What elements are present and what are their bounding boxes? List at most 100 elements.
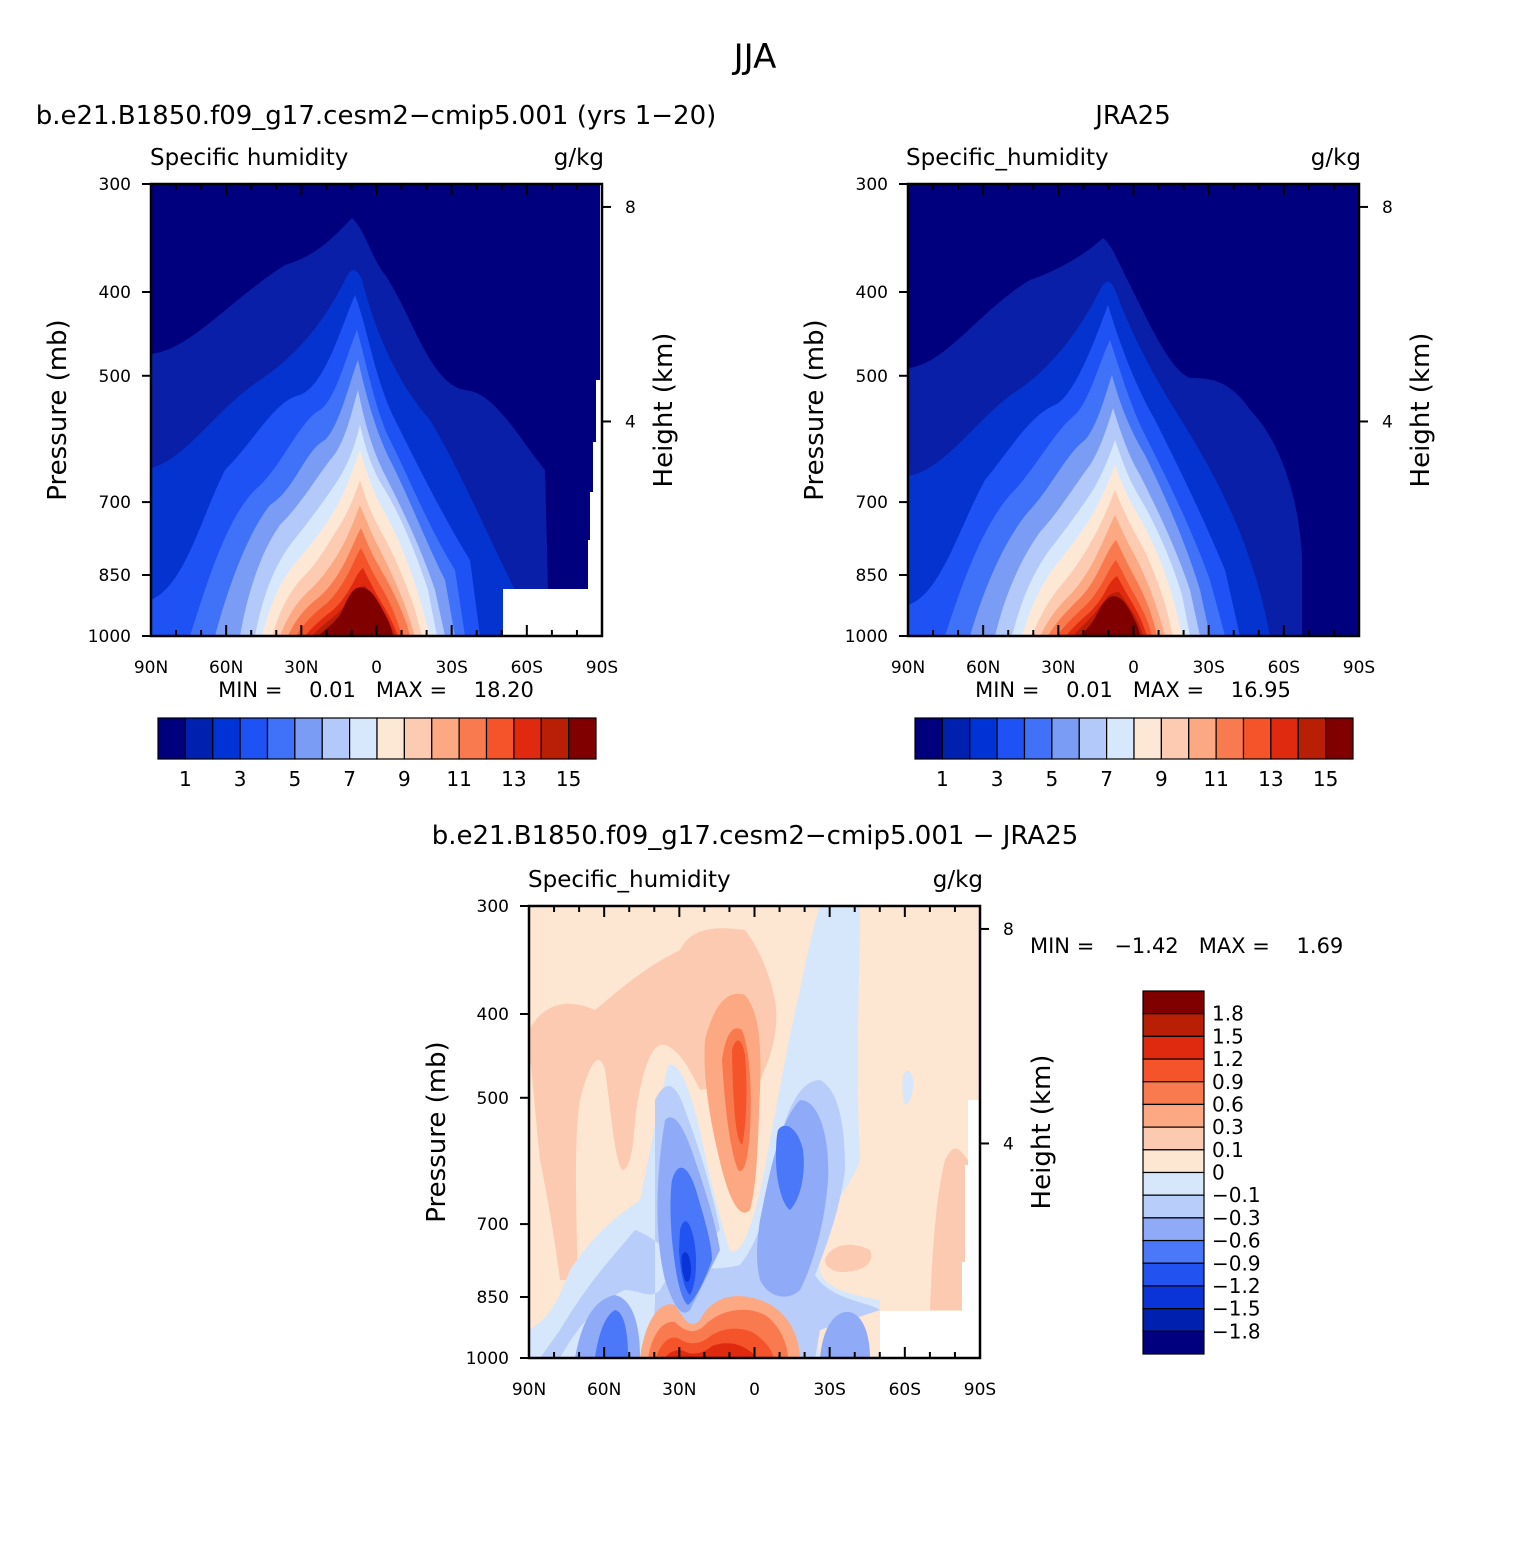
panel-diff-colorbar-label: 1.8	[1212, 1002, 1244, 1026]
panel-diff-x-tick-label: 30N	[662, 1380, 696, 1400]
panel-obs-y-tick-label: 850	[856, 566, 888, 586]
panel-model-colorbar-swatch	[568, 717, 597, 760]
panel-model-case-title: b.e21.B1850.f09_g17.cesm2−cmip5.001 (yrs…	[36, 101, 717, 131]
panel-obs-colorbar: 1 3 5 7 9 11 13 15	[914, 717, 1354, 791]
panel-diff-colorbar-label: 1.5	[1212, 1024, 1244, 1048]
panel-obs-y-tick-label: 400	[856, 283, 888, 303]
panel-model-colorbar-swatch	[266, 717, 296, 760]
panel-obs-ylabel: Pressure (mb)	[800, 319, 830, 500]
panel-diff-height-tick-label: 4	[1003, 1134, 1014, 1154]
panel-obs-colorbar-swatch	[1078, 717, 1108, 760]
panel-diff-colorbar-label: −1.8	[1212, 1319, 1261, 1343]
panel-diff-colorbar-swatch	[1142, 1126, 1205, 1151]
panel-diff-y-tick-label: 400	[477, 1005, 509, 1025]
panel-model-colorbar-label: 11	[446, 767, 471, 791]
panel-diff-units: g/kg	[933, 867, 983, 893]
figure-title: JJA	[732, 37, 777, 77]
panel-diff-x-tick-label: 90S	[964, 1380, 996, 1400]
panel-model-colorbar-swatch	[376, 717, 405, 760]
panel-diff-colorbar-swatch	[1142, 1013, 1205, 1037]
missing-data-mask	[880, 906, 980, 1358]
diff-band-negative-1.2-to-1.5	[681, 1252, 691, 1282]
panel-diff-y-tick-label: 1000	[466, 1349, 509, 1369]
panel-model-colorbar-label: 15	[556, 767, 581, 791]
diff-band-negative-0.6-to-0.9-lower	[595, 1310, 628, 1358]
panel-diff-colorbar-label: 1.2	[1212, 1047, 1244, 1071]
panel-model-x-tick-label: 0	[371, 658, 382, 678]
panel-diff-colorbar-swatch	[1142, 1035, 1205, 1060]
panel-model-colorbar-label: 5	[289, 767, 302, 791]
panel-model-colorbar-swatch	[485, 717, 515, 760]
panel-diff-colorbar-swatch	[1142, 1081, 1205, 1106]
panel-diff-colorbar-label: 0.6	[1212, 1092, 1244, 1116]
panel-obs-colorbar-label: 1	[936, 767, 949, 791]
panel-diff-y-tick-label: 500	[477, 1089, 509, 1109]
panel-model-left-label: Specific humidity	[150, 145, 348, 171]
panel-diff-colorbar-swatch	[1142, 1058, 1205, 1083]
panel-diff-x-tick-label: 60N	[587, 1380, 621, 1400]
panel-obs-colorbar-swatch	[1160, 717, 1190, 760]
panel-diff-field	[529, 906, 980, 1358]
panel-obs-colorbar-swatch	[941, 717, 971, 760]
panel-diff-ylabel: Pressure (mb)	[422, 1041, 452, 1222]
panel-model-colorbar-swatch	[239, 717, 269, 760]
panel-obs-colorbar-swatch	[1270, 717, 1299, 760]
panel-diff-x-tick-label: 0	[749, 1380, 760, 1400]
diff-band-negative-0.6-to-0.9-right	[776, 1125, 804, 1210]
panel-model-y-tick-label: 300	[99, 175, 131, 195]
panel-obs-stats: MIN = 0.01 MAX = 16.95	[975, 678, 1291, 702]
panel-model-colorbar-label: 3	[234, 767, 247, 791]
panel-obs-x-tick-label: 60S	[1268, 658, 1300, 678]
missing-data-mask	[503, 184, 602, 636]
panel-diff-colorbar-label: 0	[1212, 1161, 1225, 1185]
panel-model-field	[151, 184, 602, 636]
panel-diff-height-tick-label: 8	[1003, 920, 1014, 940]
panel-obs-left-label: Specific_humidity	[906, 145, 1109, 171]
panel-obs: JRA25 Specific_humidity g/kg 90N 60N 30N 0 3…	[800, 101, 1436, 791]
panel-obs-colorbar-label: 13	[1258, 767, 1283, 791]
panel-obs-colorbar-swatch	[1242, 717, 1272, 760]
panel-model-y-tick-label: 500	[99, 367, 131, 387]
panel-diff-colorbar-swatch	[1142, 1194, 1205, 1219]
panel-model-colorbar-swatch	[321, 717, 351, 760]
panel-diff-colorbar-swatch	[1142, 1171, 1205, 1196]
panel-obs-y-tick-label: 500	[856, 367, 888, 387]
panel-model-colorbar-label: 13	[501, 767, 526, 791]
panel-obs-x-tick-label: 30S	[1192, 658, 1224, 678]
panel-model-colorbar-swatch	[403, 717, 433, 760]
panel-diff-colorbar-swatch	[1142, 1308, 1205, 1332]
panel-diff-y-tick-label: 700	[477, 1215, 509, 1235]
panel-diff-colorbar-swatch	[1142, 990, 1205, 1015]
diff-band-1.2-to-1.5-lower	[665, 1343, 757, 1358]
panel-diff-axes: 90N 60N 30N 0 30S 60S 90S 300 400 500 700 850 1000 8 4	[466, 897, 1014, 1400]
panel-model-colorbar-swatch	[212, 717, 241, 760]
panel-diff-colorbar-swatch	[1142, 1103, 1205, 1128]
panel-obs-units: g/kg	[1311, 145, 1361, 171]
panel-diff-x-tick-label: 60S	[889, 1380, 921, 1400]
panel-model-x-tick-label: 30S	[435, 658, 467, 678]
panel-diff-colorbar-label: −1.5	[1212, 1297, 1261, 1321]
panel-obs-x-tick-label: 60N	[966, 658, 1000, 678]
panel-obs-height-tick-label: 4	[1382, 412, 1393, 432]
panel-obs-y-tick-label: 300	[856, 175, 888, 195]
panel-model-colorbar-swatch	[513, 717, 542, 760]
diff-band-0.1-to-0.3-patch	[825, 1244, 872, 1272]
panel-obs-field	[908, 184, 1359, 636]
diff-band-negative-0-to-0.1-patch	[902, 1070, 914, 1105]
panel-obs-colorbar-label: 9	[1155, 767, 1168, 791]
panel-obs-colorbar-swatch	[996, 717, 1026, 760]
panel-obs-colorbar-swatch	[1297, 717, 1327, 760]
panel-diff-colorbar-label: 0.1	[1212, 1138, 1244, 1162]
panel-model-ylabel: Pressure (mb)	[43, 319, 73, 500]
panel-model-colorbar-swatch	[540, 717, 570, 760]
diff-band-negative-0.3-to-0.6-lower-right	[820, 1311, 870, 1358]
panel-obs-x-tick-label: 90N	[891, 658, 925, 678]
panel-model-x-tick-label: 30N	[284, 658, 318, 678]
panel-model-height-tick-label: 4	[625, 412, 636, 432]
panel-model-colorbar-label: 9	[398, 767, 411, 791]
panel-model-colorbar-swatch	[349, 717, 378, 760]
panel-obs-colorbar-swatch	[1023, 717, 1053, 760]
panel-model-colorbar-swatch	[184, 717, 214, 760]
panel-obs-ylabel-right: Height (km)	[1406, 333, 1436, 488]
